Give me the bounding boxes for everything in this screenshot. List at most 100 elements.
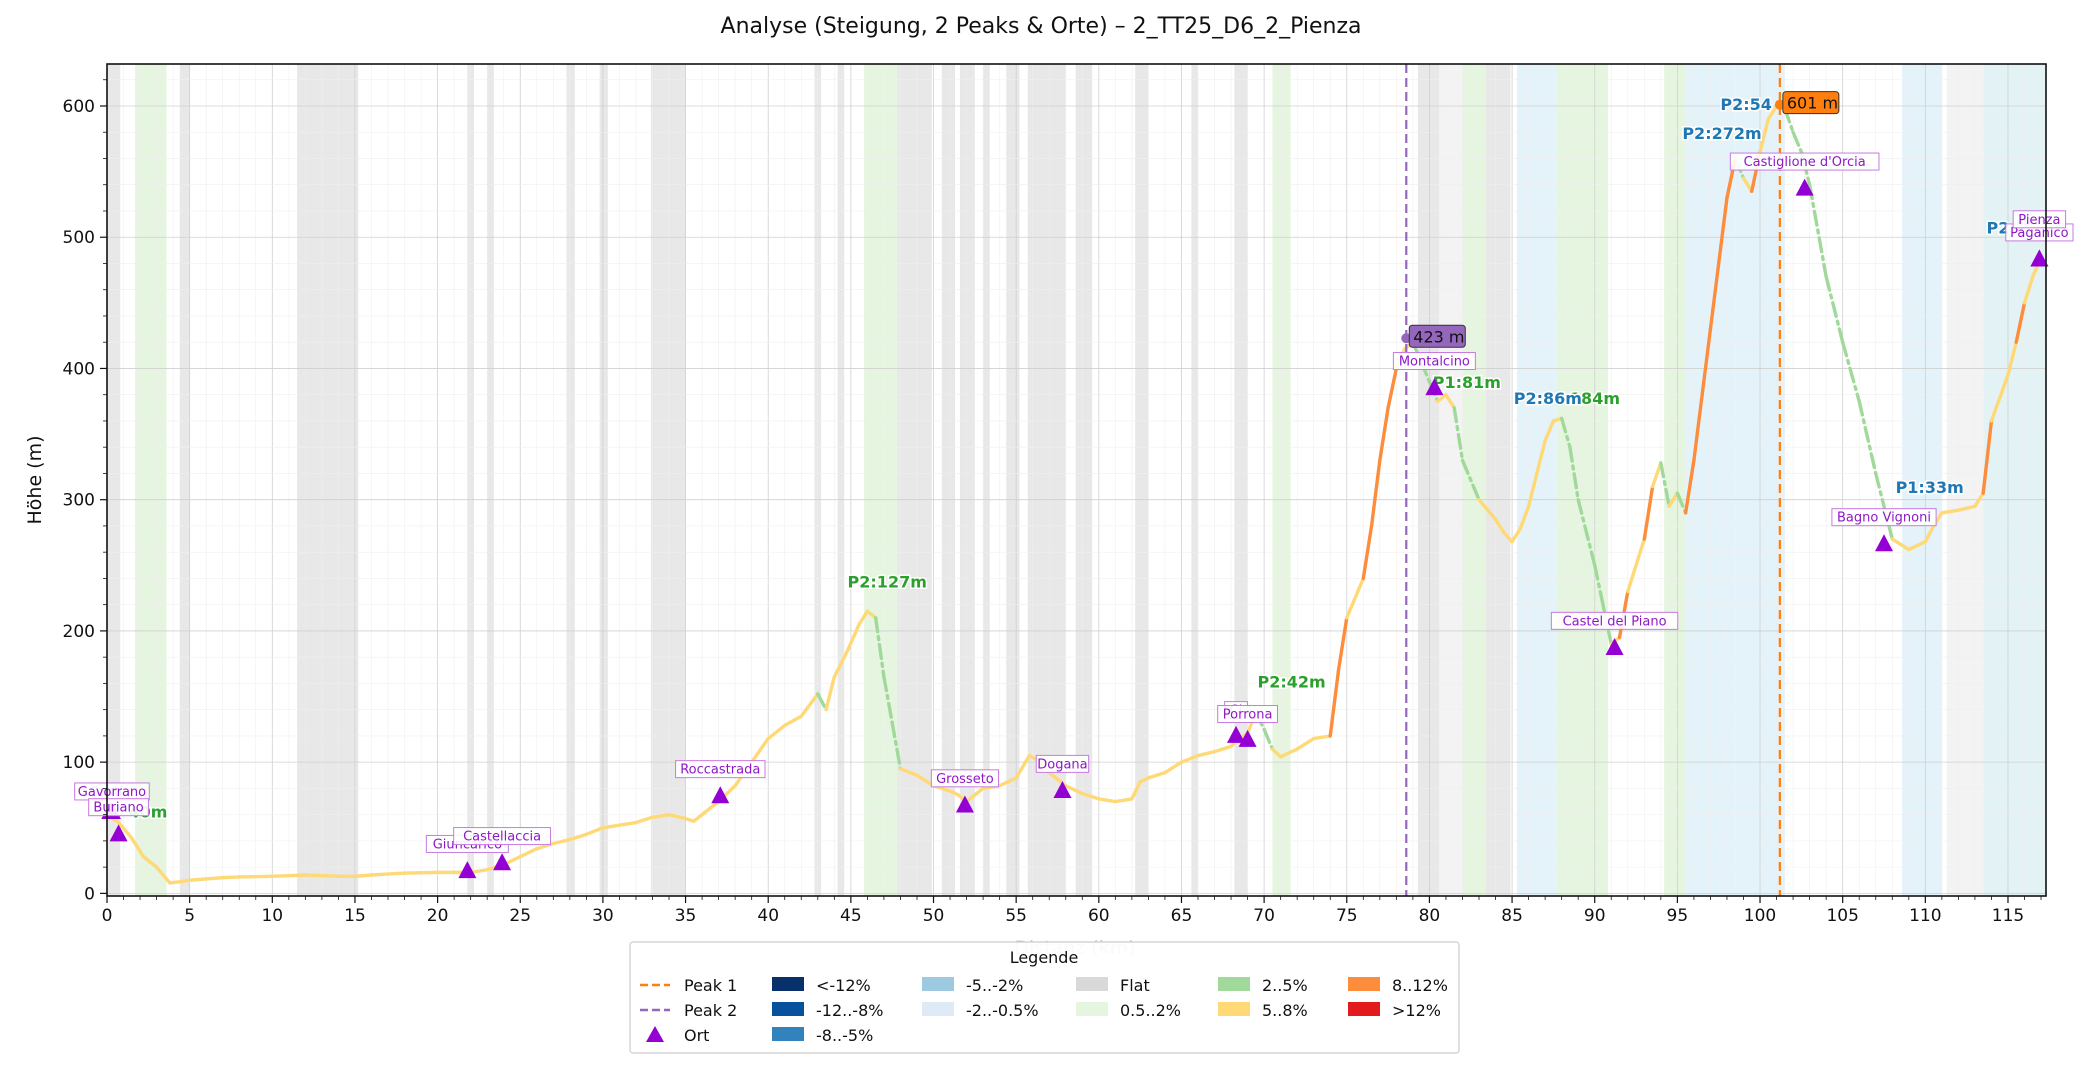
- profile-segment: [1262, 727, 1275, 751]
- profile-segment: [1369, 458, 1382, 528]
- x-tick-label: 85: [1501, 906, 1523, 926]
- town-marker: [109, 824, 128, 842]
- town-label: Montalcino: [1399, 355, 1470, 370]
- legend-swatch: [646, 1026, 664, 1042]
- profile-segment: [964, 786, 985, 804]
- town-label: Castiglione d'Orcia: [1744, 155, 1866, 170]
- legend-swatch: [1076, 1002, 1108, 1016]
- town-marker: [1605, 637, 1624, 655]
- legend-label: <-12%: [816, 976, 871, 995]
- y-tick-label: 0: [84, 884, 95, 904]
- profile-segment: [1014, 753, 1032, 780]
- summit-label-box: [1408, 324, 1466, 348]
- profile-segment: [1146, 770, 1167, 780]
- x-tick-label: 60: [1088, 906, 1110, 926]
- profile-segment: [154, 865, 172, 885]
- legend-label: Flat: [1120, 976, 1150, 995]
- gradient-band: [959, 64, 975, 896]
- profile-segment: [1535, 438, 1547, 476]
- town-marker: [1795, 178, 1814, 196]
- profile-segment: [1981, 419, 1994, 495]
- legend-swatch: [922, 1002, 954, 1016]
- gradient-band: [1462, 64, 1486, 896]
- x-tick-label: 10: [261, 906, 283, 926]
- legend-box: [629, 941, 1460, 1054]
- town-label: Paganico: [2010, 226, 2068, 241]
- profile-segment: [890, 721, 903, 771]
- profile-segment: [749, 736, 770, 764]
- profile-segment: [898, 767, 919, 777]
- profile-segment: [1626, 537, 1647, 594]
- profile-segment: [1526, 471, 1539, 508]
- profile-segment: [1113, 797, 1134, 804]
- x-tick-label: 25: [509, 906, 531, 926]
- gradient-band: [650, 64, 686, 896]
- profile-segment: [1890, 537, 1911, 552]
- summit-label: 423 m: [1413, 327, 1464, 346]
- profile-segment: [650, 812, 671, 819]
- profile-segment: [1386, 366, 1399, 410]
- profile-segment: [1956, 504, 1977, 512]
- x-tick-label: 20: [427, 906, 449, 926]
- profile-segment: [1717, 196, 1729, 266]
- y-tick-label: 500: [63, 228, 95, 248]
- legend-swatch: [772, 977, 804, 991]
- town-label: Roccastrada: [680, 763, 760, 778]
- profile-segment: [1650, 461, 1663, 489]
- profile-segment: [1518, 504, 1531, 531]
- town-label-box: [2012, 210, 2067, 229]
- profile-segment: [270, 873, 308, 879]
- town-label: Pienza: [2018, 213, 2060, 228]
- town-label-box: [1729, 152, 1880, 171]
- grid-lines: [106, 64, 2046, 896]
- gradient-band: [1439, 64, 1463, 896]
- peak-annotation: P2:54: [1720, 95, 1772, 114]
- town-label-box: [453, 827, 551, 846]
- gradient-band: [983, 64, 990, 896]
- x-tick-label: 105: [1826, 906, 1858, 926]
- legend-title: Legende: [1010, 948, 1079, 967]
- town-label-box: [675, 760, 766, 779]
- profile-segment: [1163, 760, 1184, 775]
- legend-label: >12%: [1392, 1001, 1441, 1020]
- legend-label: 2..5%: [1262, 976, 1308, 995]
- y-axis-ticks: 0 100 200 300 400 500 600: [63, 79, 107, 904]
- x-tick-label: 70: [1253, 906, 1275, 926]
- x-tick-label: 40: [757, 906, 779, 926]
- profile-segment: [873, 616, 886, 679]
- profile-segment: [1667, 491, 1680, 508]
- town-marker: [1053, 781, 1072, 799]
- town-marker: [1227, 725, 1246, 743]
- profile-segment: [1559, 416, 1572, 449]
- profile-segment: [1824, 274, 1845, 344]
- town-label-box: [1550, 611, 1679, 630]
- profile-segment: [1766, 104, 1779, 121]
- gradient-band: [1272, 64, 1291, 896]
- profile-segment: [116, 820, 134, 840]
- gradient-band: [1417, 64, 1440, 896]
- y-tick-label: 400: [63, 359, 95, 379]
- gradient-band: [1664, 64, 1686, 896]
- peak-annotation: P1:81m: [1433, 373, 1501, 392]
- y-tick-label: 300: [63, 491, 95, 511]
- profile-segment: [667, 812, 688, 821]
- profile-segment: [551, 837, 572, 846]
- gradient-band: [1006, 64, 1020, 896]
- x-axis-ticks: 0 5 10 15 20 25 30 35 40 45 50 55 60 65 70 75 80 85 90 95 10…: [102, 896, 2042, 926]
- x-tick-label: 115: [1992, 906, 2024, 926]
- town-label: Gavorrano: [78, 785, 146, 800]
- town-label-box: [930, 769, 1000, 788]
- town-marker: [458, 861, 477, 879]
- peak-annotation: P1:33m: [1896, 478, 1964, 497]
- gradient-band: [1075, 64, 1093, 896]
- profile-segment: [1435, 393, 1448, 403]
- profile-segment: [1675, 491, 1688, 515]
- profile-segment: [857, 609, 870, 627]
- profile-segment: [1312, 734, 1332, 741]
- profile-segment: [601, 823, 622, 830]
- x-tick-label: 90: [1584, 906, 1606, 926]
- peak-annotation: P2:42m: [1258, 672, 1326, 691]
- profile-segment: [634, 815, 655, 825]
- profile-segment: [1940, 508, 1961, 515]
